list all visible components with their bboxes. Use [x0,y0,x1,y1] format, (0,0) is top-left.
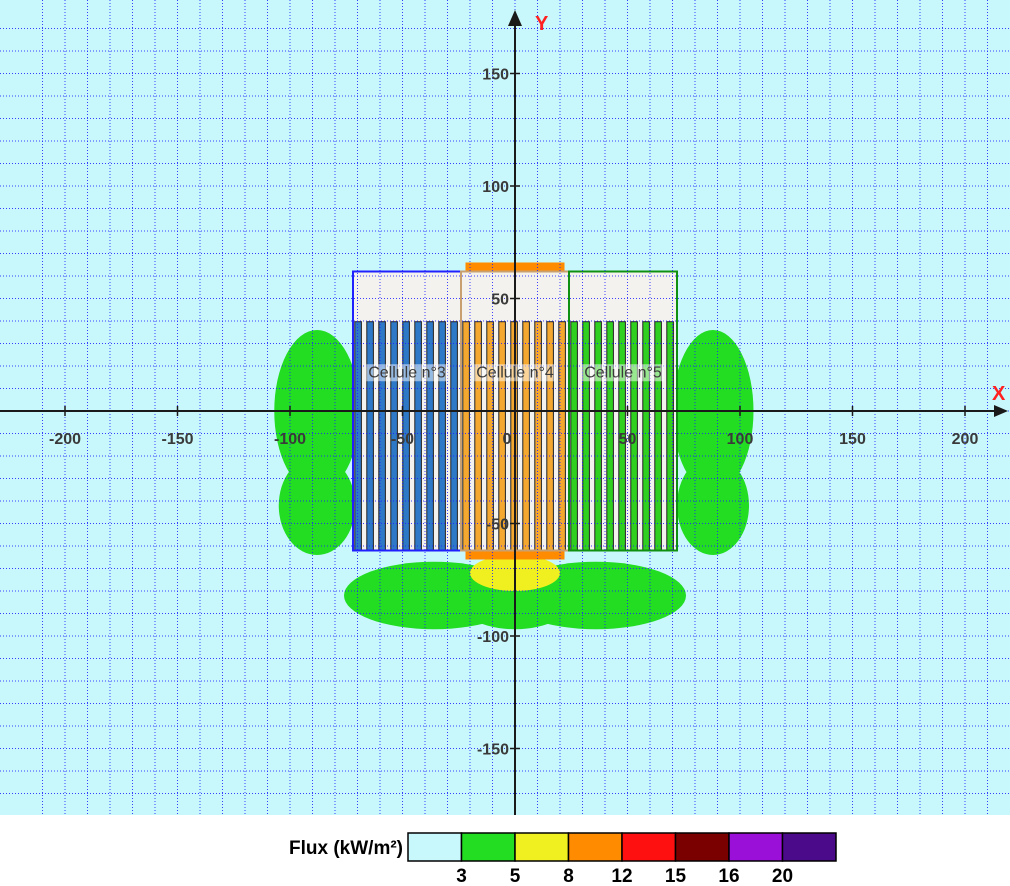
x-tick-label: 150 [839,431,866,448]
cell-strip [606,321,614,551]
legend-swatch [514,832,570,862]
axes: X Y -200 -150 -100 -50 0 50 100 150 200 150 100 50 -50… [0,10,1008,815]
flux-zone-3 [677,456,749,555]
legend-swatch [621,832,677,862]
cell-strip [534,321,542,551]
cell-label-bg [474,364,556,382]
y-tick-label: 150 [482,67,509,84]
legend-title: Flux (kW/m²) [289,838,403,859]
y-axis-arrow [508,10,522,26]
cell-strip [654,321,662,551]
legend-swatch [781,832,837,862]
cell-strip [354,321,362,551]
legend-swatch [567,832,623,862]
cell-strip [438,321,446,551]
legend-swatch [460,832,516,862]
cell-label-3: Cellule n°5 [584,364,662,381]
legend: Flux (kW/m²) 3 5 8 12 15 16 20 [289,832,837,886]
y-tick-label: -150 [477,742,509,759]
y-tick-label: -50 [486,517,509,534]
cell-strip [594,321,602,551]
cell-label-1: Cellule n°3 [368,364,446,381]
x-tick-label: 50 [619,431,637,448]
legend-threshold-label: 3 [456,866,467,886]
y-axis-name: Y [535,13,549,35]
flux-zones [274,262,754,630]
flux-zone-1 [278,456,356,555]
cell-label-2: Cellule n°4 [476,364,554,381]
x-tick-label: 0 [503,431,512,448]
legend-threshold-label: 16 [718,866,739,886]
legend-threshold-label: 20 [772,866,793,886]
legend-swatch [728,832,784,862]
x-axis-arrow [994,405,1008,417]
x-tick-label: 200 [952,431,979,448]
cell-strip [474,321,482,551]
cell-strip [462,321,470,551]
cell-strip [522,321,530,551]
cell-strip [414,321,422,551]
legend-threshold-label: 5 [510,866,521,886]
cell-strip [366,321,374,551]
cell-strip [426,321,434,551]
cell-strip [642,321,650,551]
cell-strip [570,321,578,551]
grid [0,0,1010,815]
x-axis-name: X [992,383,1006,405]
cell-label-bg [582,364,664,382]
x-tick-label: -200 [49,431,81,448]
cell-strip [582,321,590,551]
x-tick-label: -50 [391,431,414,448]
x-tick-label: 100 [727,431,754,448]
cell-strip [546,321,554,551]
cell-labels: Cellule n°3 Cellule n°4 Cellule n°5 [366,364,664,382]
legend-threshold-label: 8 [563,866,574,886]
cell-label-bg [366,364,448,382]
cell-strip [450,321,458,551]
y-tick-label: 100 [482,179,509,196]
legend-threshold-label: 12 [611,866,632,886]
legend-swatch [674,832,730,862]
legend-swatch [407,832,463,862]
x-tick-label: -150 [161,431,193,448]
y-tick-label: 50 [491,292,509,309]
y-tick-label: -100 [477,629,509,646]
x-tick-label: -100 [274,431,306,448]
legend-threshold-label: 15 [665,866,687,886]
